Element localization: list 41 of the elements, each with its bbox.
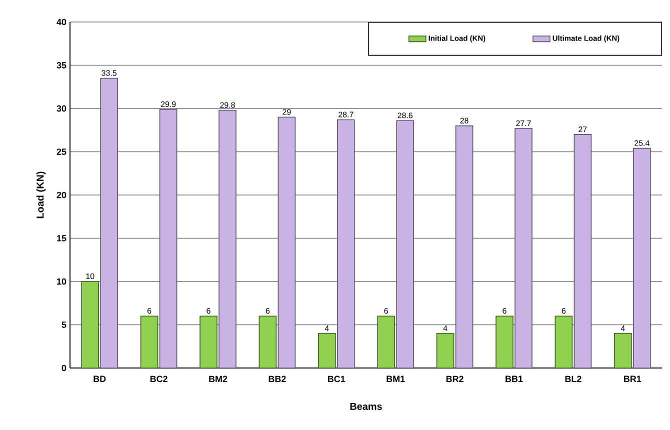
bar [436,333,454,368]
y-tick-label: 30 [56,105,66,112]
bar [633,148,651,368]
bar [455,125,474,368]
bar [337,119,355,368]
bar [100,78,118,368]
bar [514,128,532,368]
y-tick-label: 35 [56,62,66,68]
x-tick-label: BM1 [386,376,405,382]
bar [200,316,218,368]
y-tick-label: 0 [62,364,66,372]
y-tick-label: 15 [57,235,66,242]
y-tick-label: 20 [56,192,66,198]
bar [278,116,296,368]
bar [396,120,414,368]
x-tick-label: BR2 [446,376,464,382]
x-tick-label: BM2 [209,376,228,382]
bar [318,333,336,368]
bar [377,316,396,368]
y-tick-label: 5 [62,322,66,328]
x-axis-title: Beams [350,402,382,410]
bar [159,108,178,368]
bar [218,110,236,368]
x-tick-label: BD [94,376,106,382]
x-tick-label: BR1 [624,376,642,382]
bar [574,134,592,368]
bar [614,333,632,368]
x-tick-label: BC2 [150,376,168,382]
x-tick-label: BB1 [506,376,523,382]
bar [258,316,277,368]
bar [140,316,158,368]
y-tick-label: 40 [56,18,66,26]
x-tick-label: BL2 [565,376,582,382]
y-tick-label: 25 [56,148,66,155]
x-tick-label: BB2 [268,376,286,382]
bar [81,281,99,368]
x-tick-label: BC1 [328,376,346,382]
bar [554,316,573,368]
y-tick-label: 10 [57,278,66,285]
y-axis-title: Load (KN) [36,172,46,218]
bar [496,316,514,368]
